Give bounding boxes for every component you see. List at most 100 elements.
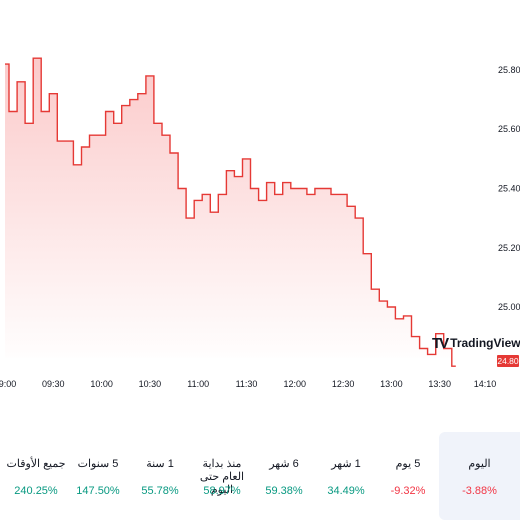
performance-period-label: 1 شهر: [331, 458, 361, 470]
performance-period-label: جميع الأوقات: [6, 458, 66, 470]
performance-period-label: 5 سنوات: [77, 458, 119, 470]
price-point[interactable]: [164, 133, 168, 137]
performance-period-value: 55.78%: [141, 485, 179, 497]
price-point[interactable]: [253, 187, 257, 191]
performance-period-label: 5 يوم: [395, 458, 421, 470]
price-point[interactable]: [51, 92, 55, 96]
performance-period-value: 59.38%: [265, 485, 303, 497]
price-point[interactable]: [140, 92, 144, 96]
price-point[interactable]: [317, 187, 321, 191]
price-area: [5, 58, 456, 367]
price-point[interactable]: [188, 216, 192, 220]
price-point[interactable]: [11, 110, 15, 114]
price-point[interactable]: [59, 139, 63, 143]
performance-period-label: 1 سنة: [146, 458, 174, 470]
price-point[interactable]: [236, 175, 240, 179]
price-point[interactable]: [228, 169, 232, 173]
performance-period-value: 147.50%: [76, 485, 120, 497]
price-axis-tick: 25.00: [498, 302, 520, 312]
price-point[interactable]: [269, 181, 273, 185]
price-point[interactable]: [309, 192, 313, 196]
time-axis-tick: 12:00: [284, 379, 307, 389]
price-point[interactable]: [220, 192, 224, 196]
price-point[interactable]: [67, 139, 71, 143]
price-point[interactable]: [156, 121, 160, 125]
performance-bar: جميع الأوقات 240.25% 5 سنوات 147.50% 1 سنة 55…: [0, 432, 520, 520]
performance-period-tab[interactable]: جميع الأوقات 240.25%: [5, 432, 67, 520]
price-point[interactable]: [261, 198, 265, 202]
performance-period-tab[interactable]: 1 سنة 55.78%: [129, 432, 191, 520]
time-axis-tick: 11:30: [236, 379, 258, 389]
time-axis-tick: 11:00: [187, 379, 209, 389]
price-point[interactable]: [422, 347, 426, 351]
price-point[interactable]: [212, 210, 216, 214]
price-point[interactable]: [196, 198, 200, 202]
price-point[interactable]: [172, 151, 176, 155]
tradingview-mark-icon: TV: [432, 334, 449, 352]
price-point[interactable]: [84, 145, 88, 149]
price-point[interactable]: [35, 56, 39, 60]
price-point[interactable]: [373, 287, 377, 291]
price-chart[interactable]: 25.80 25.60 25.40 25.20 25.00 09:00 09:30 10:0…: [0, 0, 520, 400]
price-point[interactable]: [333, 192, 337, 196]
price-point[interactable]: [43, 110, 47, 114]
price-point[interactable]: [132, 98, 136, 102]
price-point[interactable]: [100, 133, 104, 137]
time-axis-tick: 09:30: [42, 379, 65, 389]
price-point[interactable]: [277, 192, 281, 196]
time-axis-tick: 10:30: [139, 379, 162, 389]
performance-period-value: 58.97%: [203, 485, 241, 497]
price-point[interactable]: [349, 204, 353, 208]
price-point[interactable]: [180, 187, 184, 191]
last-price-badge: 24.80: [497, 355, 519, 367]
tradingview-wordmark: TradingView: [450, 336, 520, 350]
price-point[interactable]: [325, 187, 329, 191]
price-axis-tick: 25.60: [498, 124, 520, 134]
price-point[interactable]: [454, 364, 458, 368]
performance-period-tab[interactable]: 6 شهر 59.38%: [253, 432, 315, 520]
tradingview-logo[interactable]: TV TradingView: [432, 332, 520, 354]
price-axis-tick: 25.40: [498, 184, 520, 194]
performance-period-value: 240.25%: [14, 485, 58, 497]
time-axis-tick: 09:00: [0, 379, 16, 389]
price-point[interactable]: [341, 192, 345, 196]
price-point[interactable]: [293, 187, 297, 191]
performance-period-tab[interactable]: 5 يوم 9.32%-: [377, 432, 439, 520]
performance-period-label: اليوم: [468, 458, 491, 470]
price-point[interactable]: [3, 62, 7, 66]
price-point[interactable]: [116, 121, 120, 125]
price-point[interactable]: [204, 192, 208, 196]
performance-period-tab[interactable]: 1 شهر 34.49%: [315, 432, 377, 520]
price-axis-tick: 25.20: [498, 243, 520, 253]
performance-period-value: 9.32%-: [390, 485, 426, 497]
price-point[interactable]: [92, 133, 96, 137]
price-line: [5, 57, 456, 367]
price-point[interactable]: [148, 74, 152, 78]
price-axis-tick: 25.80: [498, 65, 520, 75]
performance-period-value: 34.49%: [327, 485, 365, 497]
price-point[interactable]: [76, 163, 80, 167]
price-point[interactable]: [124, 104, 128, 108]
price-point[interactable]: [301, 187, 305, 191]
price-point[interactable]: [27, 121, 31, 125]
price-point[interactable]: [381, 299, 385, 303]
price-point[interactable]: [19, 80, 23, 84]
performance-period-tab[interactable]: 5 سنوات 147.50%: [67, 432, 129, 520]
price-point[interactable]: [406, 314, 410, 318]
price-point[interactable]: [285, 181, 289, 185]
price-point[interactable]: [389, 305, 393, 309]
performance-period-tab[interactable]: اليوم 3.88%-: [439, 432, 520, 520]
performance-period-tab[interactable]: منذ بداية العام حتى اليوم 58.97%: [191, 432, 253, 520]
price-point[interactable]: [245, 157, 249, 161]
price-point[interactable]: [108, 110, 112, 114]
performance-period-label: 6 شهر: [269, 458, 299, 470]
price-point[interactable]: [414, 335, 418, 339]
time-axis-tick: 12:30: [332, 379, 355, 389]
price-point[interactable]: [357, 216, 361, 220]
performance-period-value: 3.88%-: [462, 485, 497, 497]
price-point[interactable]: [365, 252, 369, 256]
time-axis-tick: 13:30: [428, 379, 451, 389]
price-point[interactable]: [397, 317, 401, 321]
time-axis-tick: 10:00: [90, 379, 113, 389]
performance-period-label: منذ بداية العام حتى اليوم: [199, 458, 245, 496]
